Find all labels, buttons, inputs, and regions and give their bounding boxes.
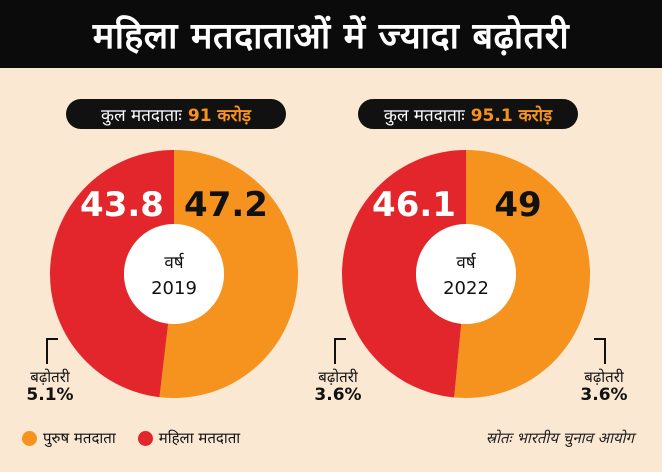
growth-leader-line xyxy=(604,338,606,364)
growth-value: 5.1% xyxy=(26,385,74,405)
legend-swatch-female xyxy=(137,430,153,446)
center-label: वर्ष xyxy=(164,252,184,273)
total-label: कुल मतदाताः xyxy=(383,105,465,126)
total-value: 91 करोड़ xyxy=(187,105,251,126)
legend: पुरुष मतदाता महिला मतदाता xyxy=(22,428,262,448)
growth-leader-line xyxy=(46,338,58,340)
growth-leader-line xyxy=(334,338,346,340)
total-value: 95.1 करोड़ xyxy=(470,105,553,126)
growth-2019: बढ़ोतरी 5.1% xyxy=(20,368,80,404)
total-voters-2019: कुल मतदाताः 91 करोड़ xyxy=(66,99,286,129)
donut-center xyxy=(124,224,224,324)
growth-value: 3.6% xyxy=(314,385,362,405)
center-year: 2022 xyxy=(443,278,489,299)
slice-female xyxy=(342,150,466,398)
center-year: 2019 xyxy=(151,278,197,299)
center-label: वर्ष xyxy=(456,252,476,273)
source-note: स्रोतः भारतीय चुनाव आयोग xyxy=(485,429,634,447)
growth-leader-line xyxy=(594,338,606,340)
slice-male xyxy=(454,150,591,398)
legend-item-female: महिला मतदाता xyxy=(137,428,241,448)
chart-title: महिला मतदाताओं में ज्यादा बढ़ोतरी xyxy=(0,0,662,68)
growth-label: बढ़ोतरी xyxy=(318,368,358,386)
growth-value: 3.6% xyxy=(580,385,628,405)
growth-female-2022: बढ़ोतरी 3.6% xyxy=(308,368,368,404)
legend-item-male: पुरुष मतदाता xyxy=(22,428,116,448)
value-label-male: 49 xyxy=(494,185,541,225)
value-label-female: 43.8 xyxy=(80,185,164,225)
slice-female xyxy=(50,150,174,398)
growth-label: बढ़ोतरी xyxy=(584,368,624,386)
legend-swatch-male xyxy=(22,430,37,446)
value-label-male: 47.2 xyxy=(184,185,268,225)
donut-chart-2022: 49 46.1 वर्ष 2022 xyxy=(342,150,591,398)
total-label: कुल मतदाताः xyxy=(101,105,182,126)
donut-chart-2019: 47.2 43.8 वर्ष 2019 xyxy=(50,150,299,398)
slice-male xyxy=(159,150,299,398)
growth-male-2022: बढ़ोतरी 3.6% xyxy=(574,368,634,404)
donut-center xyxy=(416,224,516,324)
total-voters-2022: कुल मतदाताः 95.1 करोड़ xyxy=(358,99,578,129)
growth-leader-line xyxy=(334,338,336,364)
growth-leader-line xyxy=(46,338,48,364)
value-label-female: 46.1 xyxy=(372,185,456,225)
legend-label-female: महिला मतदाता xyxy=(158,429,241,447)
growth-label: बढ़ोतरी xyxy=(30,368,70,386)
legend-label-male: पुरुष मतदाता xyxy=(43,429,116,447)
